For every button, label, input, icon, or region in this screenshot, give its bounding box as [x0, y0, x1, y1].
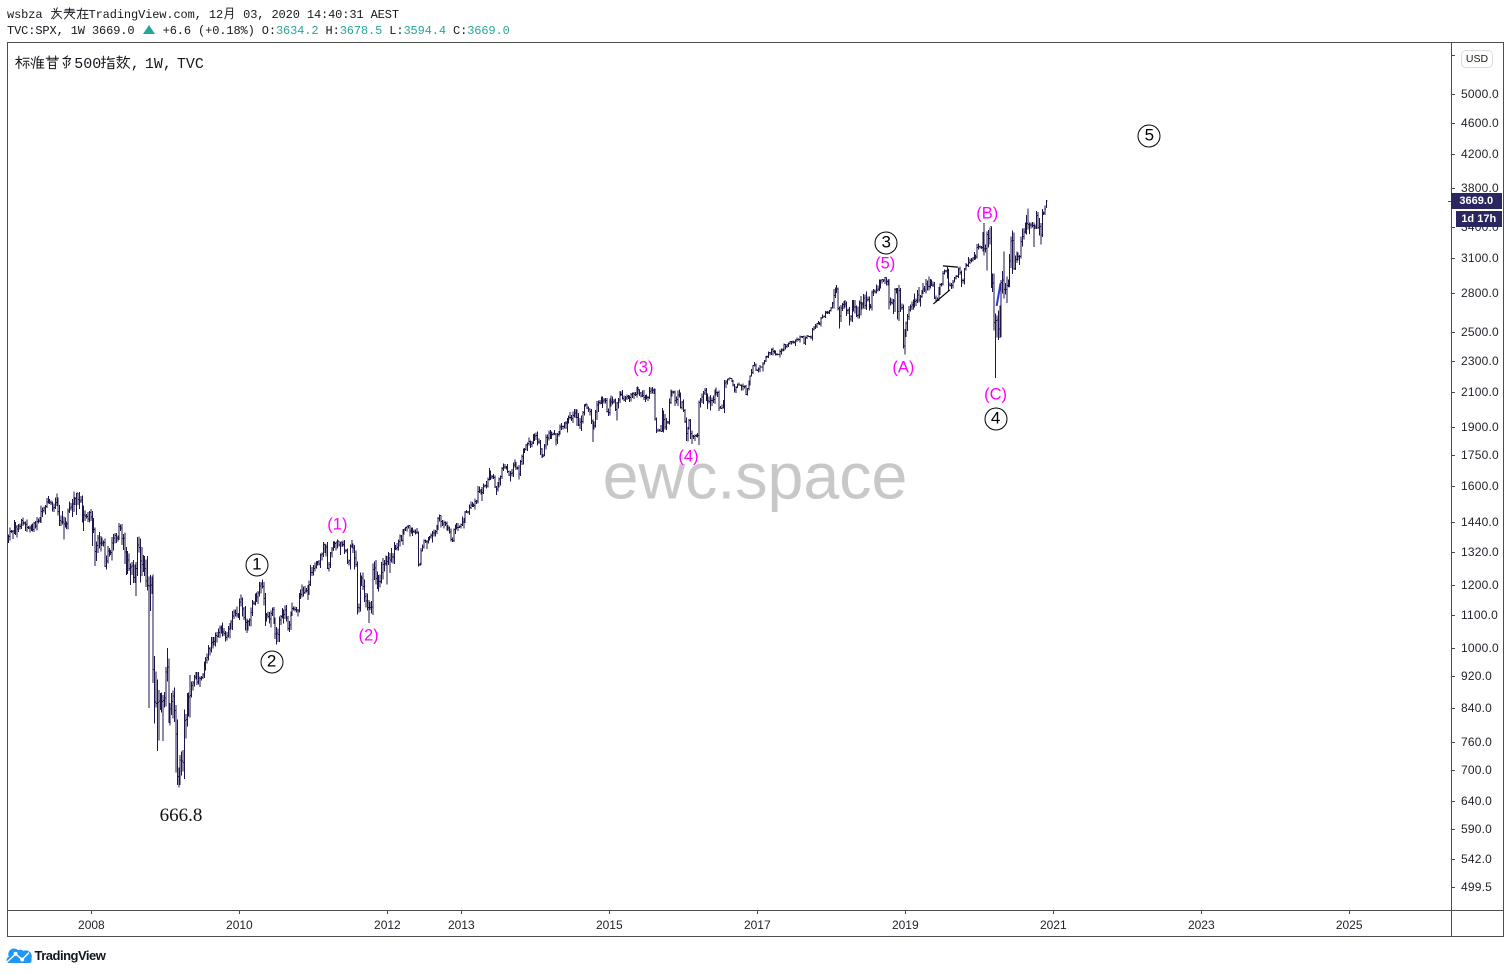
svg-text:ewc.space: ewc.space	[603, 441, 908, 513]
